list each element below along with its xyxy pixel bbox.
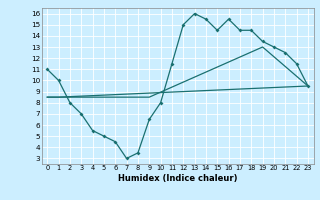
X-axis label: Humidex (Indice chaleur): Humidex (Indice chaleur): [118, 174, 237, 183]
